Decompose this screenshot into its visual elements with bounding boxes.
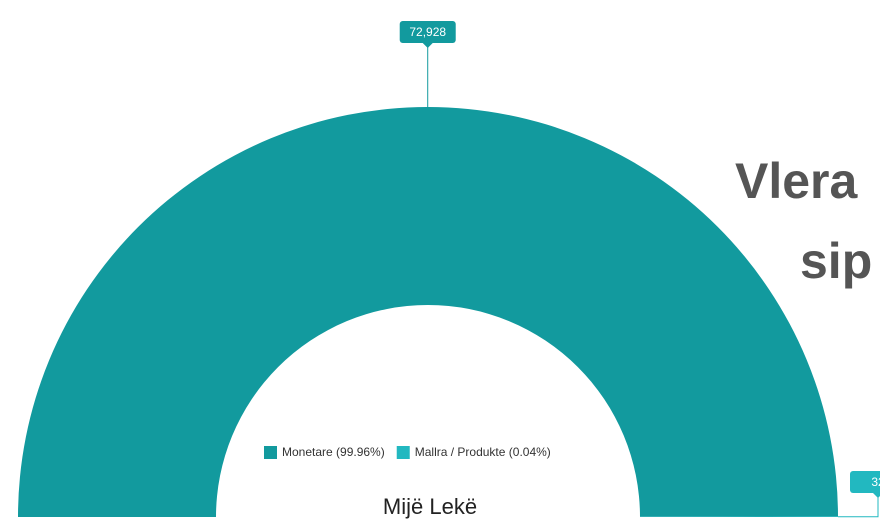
value-label: 72,928: [409, 25, 446, 39]
legend-label: Monetare (99.96%): [282, 445, 385, 459]
value-label-box: [399, 21, 456, 43]
value-label-box: [850, 471, 880, 493]
label-leader: [837, 492, 879, 518]
slice: [18, 107, 838, 517]
value-label: 32: [871, 475, 880, 489]
value-label-pointer: [873, 493, 880, 498]
legend-label: Mallra / Produkte (0.04%): [415, 445, 551, 459]
legend-swatch: [264, 446, 277, 459]
value-label-pointer: [422, 43, 433, 48]
title-line: sip: [800, 233, 872, 289]
title-line: Vlera: [735, 153, 859, 209]
legend-swatch: [396, 446, 410, 459]
slice: [639, 516, 838, 517]
subtitle: Mijë Lekë: [383, 494, 477, 519]
